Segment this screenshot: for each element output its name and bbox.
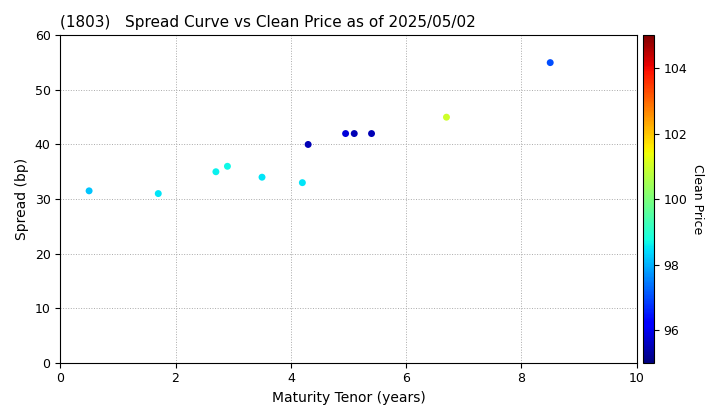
Y-axis label: Spread (bp): Spread (bp) [15,158,29,240]
Point [256,174,268,181]
Point [210,168,222,175]
Point [153,190,164,197]
Point [84,187,95,194]
Point [366,130,377,137]
Point [441,114,452,121]
Y-axis label: Clean Price: Clean Price [691,164,704,234]
X-axis label: Maturity Tenor (years): Maturity Tenor (years) [271,391,426,405]
Point [222,163,233,170]
Text: (1803)   Spread Curve vs Clean Price as of 2025/05/02: (1803) Spread Curve vs Clean Price as of… [60,15,476,30]
Point [302,141,314,148]
Point [297,179,308,186]
Point [544,59,556,66]
Point [340,130,351,137]
Point [348,130,360,137]
